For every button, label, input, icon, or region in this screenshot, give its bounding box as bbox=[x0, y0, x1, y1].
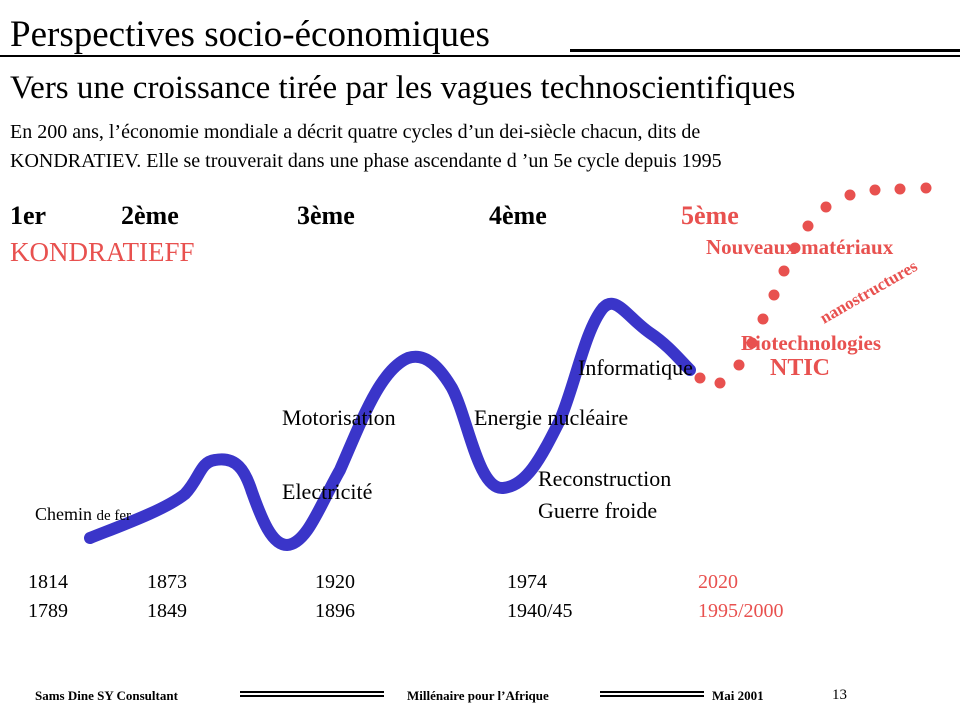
motorisation-label: Motorisation bbox=[282, 405, 396, 430]
nanostructures-label: nanostructures bbox=[817, 256, 921, 327]
year-bottom-4: 1940/45 bbox=[507, 600, 573, 622]
projection-dot bbox=[757, 313, 769, 325]
footer-rule-right-top bbox=[600, 691, 704, 693]
projection-dot bbox=[746, 337, 758, 349]
projection-dot bbox=[920, 182, 932, 194]
projection-dot bbox=[778, 265, 790, 277]
year-bottom-2: 1849 bbox=[147, 600, 187, 622]
footer-rule-left-top bbox=[240, 691, 384, 693]
reconstruction-label: Reconstruction bbox=[538, 466, 672, 491]
energie-nucleaire-label: Energie nucléaire bbox=[474, 405, 629, 430]
cycle-3-label: 3ème bbox=[297, 201, 355, 230]
year-top-1: 1814 bbox=[28, 571, 68, 593]
informatique-label: Informatique bbox=[578, 355, 693, 380]
kondratieff-label: KONDRATIEFF bbox=[10, 237, 195, 267]
projection-dot bbox=[820, 201, 832, 213]
slide-subtitle: Vers une croissance tirée par les vagues… bbox=[10, 70, 796, 106]
year-top-5: 2020 bbox=[698, 571, 738, 593]
year-top-2: 1873 bbox=[147, 571, 187, 593]
intro-text-line-1: En 200 ans, l’économie mondiale a décrit… bbox=[10, 121, 701, 143]
year-top-3: 1920 bbox=[315, 571, 355, 593]
guerre-froide-label: Guerre froide bbox=[538, 498, 658, 523]
footer-title: Millénaire pour l’Afrique bbox=[407, 688, 549, 703]
title-rule-thin bbox=[0, 55, 960, 57]
biotechnologies-label: Biotechnologies bbox=[741, 331, 881, 355]
year-bottom-3: 1896 bbox=[315, 600, 355, 622]
footer-rule-right-bottom bbox=[600, 695, 704, 697]
chemin-de-fer-label: Chemin de fer bbox=[35, 503, 131, 527]
projection-dot bbox=[768, 289, 780, 301]
chemin-label-small: de fer bbox=[96, 508, 132, 524]
slide-title: Perspectives socio-économiques bbox=[10, 14, 490, 55]
projection-dot bbox=[802, 220, 814, 232]
page-number: 13 bbox=[832, 687, 847, 703]
projection-dot bbox=[694, 372, 706, 384]
fifth-cycle-dotted-projection bbox=[694, 182, 932, 389]
footer-author: Sams Dine SY Consultant bbox=[35, 688, 178, 703]
footer-rule-left-bottom bbox=[240, 695, 384, 697]
cycle-5-label: 5ème bbox=[681, 201, 739, 230]
projection-dot bbox=[714, 377, 726, 389]
projection-dot bbox=[844, 189, 856, 201]
kondratieff-wave-line bbox=[84, 297, 696, 551]
electricite-label: Electricité bbox=[282, 479, 373, 504]
ntic-label: NTIC bbox=[770, 355, 831, 381]
nouveaux-materiaux-label: Nouveaux matériaux bbox=[706, 235, 894, 259]
projection-dot bbox=[789, 242, 801, 254]
projection-dot bbox=[894, 183, 906, 195]
footer-date: Mai 2001 bbox=[712, 688, 764, 703]
slide-footer: Sams Dine SY Consultant Millénaire pour … bbox=[0, 682, 960, 712]
intro-text-line-2: KONDRATIEV. Elle se trouverait dans une … bbox=[10, 150, 722, 172]
projection-dot bbox=[869, 184, 881, 196]
cycle-1-label: 1er bbox=[10, 201, 47, 230]
title-rule-thick bbox=[570, 49, 960, 52]
cycle-4-label: 4ème bbox=[489, 201, 547, 230]
chemin-label-main: Chemin bbox=[35, 504, 97, 524]
year-bottom-1: 1789 bbox=[28, 600, 68, 622]
cycle-2-label: 2ème bbox=[121, 201, 179, 230]
year-top-4: 1974 bbox=[507, 571, 547, 593]
projection-dot bbox=[733, 359, 745, 371]
year-bottom-5: 1995/2000 bbox=[698, 600, 784, 622]
